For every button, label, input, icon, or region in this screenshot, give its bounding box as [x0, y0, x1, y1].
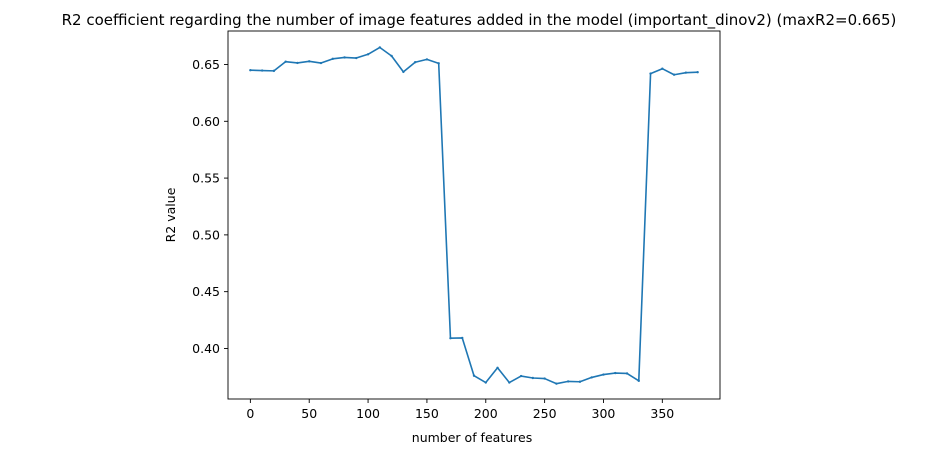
data-point — [696, 71, 699, 74]
data-point — [296, 61, 299, 65]
data-point — [578, 380, 582, 383]
y-tick-label: 0.45 — [192, 284, 220, 299]
data-point — [472, 374, 476, 377]
y-tick-label: 0.65 — [192, 57, 220, 72]
axes-frame — [227, 30, 721, 400]
data-point — [519, 374, 523, 378]
x-tick-label: 250 — [533, 406, 557, 421]
data-point — [684, 71, 688, 74]
data-point — [625, 372, 629, 375]
chart-title: R2 coefficient regarding the number of i… — [62, 11, 897, 30]
x-tick-label: 50 — [301, 406, 317, 421]
data-point — [590, 376, 593, 379]
series-line — [250, 46, 698, 385]
data-point — [637, 379, 640, 383]
plot-area — [227, 30, 721, 400]
data-point — [555, 382, 558, 385]
y-axis-label: R2 value — [163, 187, 178, 242]
data-point — [496, 366, 499, 369]
data-point — [308, 60, 311, 63]
data-point — [602, 373, 605, 376]
data-point — [366, 53, 370, 56]
data-point — [672, 73, 676, 76]
x-tick-label: 100 — [356, 406, 380, 421]
data-point — [378, 46, 382, 49]
y-tick-label: 0.40 — [192, 341, 220, 356]
data-point — [331, 57, 334, 61]
data-point — [319, 61, 323, 65]
data-point — [543, 377, 546, 380]
x-tick-label: 350 — [650, 406, 674, 421]
data-point — [272, 69, 276, 73]
x-tick-label: 150 — [415, 406, 439, 421]
data-point — [614, 371, 617, 375]
y-axis-ticks: 0.40 0.45 0.50 0.55 0.60 0.65 — [192, 57, 228, 356]
data-point — [437, 62, 440, 65]
data-point — [425, 58, 429, 61]
data-point — [413, 61, 417, 64]
x-tick-label: 200 — [474, 406, 498, 421]
y-tick-label: 0.55 — [192, 171, 220, 186]
data-point — [390, 54, 393, 58]
data-point — [402, 70, 405, 74]
data-point — [484, 381, 487, 384]
data-point — [449, 337, 452, 340]
data-point — [284, 60, 287, 63]
data-point — [649, 72, 652, 75]
data-point — [343, 56, 346, 59]
data-point — [531, 376, 535, 380]
data-points — [249, 46, 699, 385]
x-tick-label: 0 — [246, 406, 254, 421]
data-point — [508, 381, 511, 384]
y-tick-label: 0.60 — [192, 114, 220, 129]
data-point — [566, 380, 570, 383]
data-point — [355, 56, 358, 60]
x-tick-label: 300 — [592, 406, 616, 421]
x-axis-label: number of features — [412, 430, 532, 445]
y-tick-label: 0.50 — [192, 227, 220, 242]
x-axis-ticks: 0 50 100 150 200 250 300 350 — [246, 399, 674, 421]
data-point — [249, 68, 252, 72]
data-point — [661, 67, 664, 70]
data-point — [260, 69, 264, 72]
data-point — [461, 336, 464, 340]
